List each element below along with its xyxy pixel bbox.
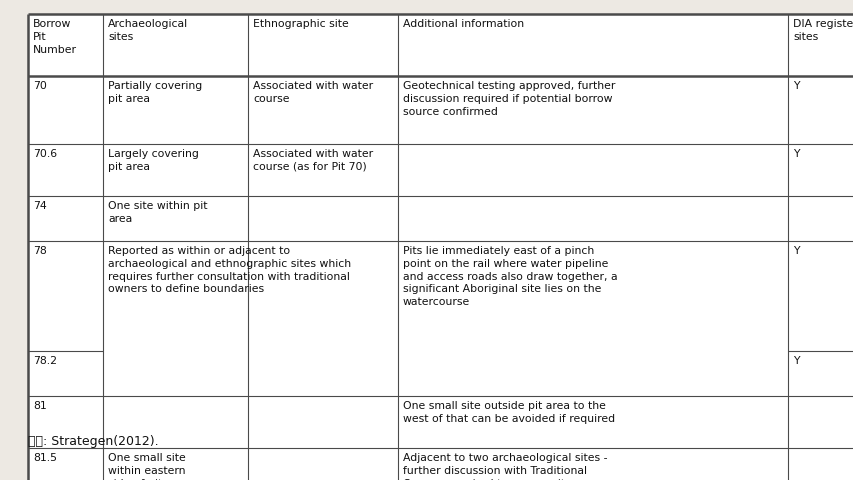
Text: 81: 81 [33, 401, 47, 411]
Text: Pits lie immediately east of a pinch
point on the rail where water pipeline
and : Pits lie immediately east of a pinch poi… [403, 246, 617, 307]
Text: Associated with water
course: Associated with water course [252, 81, 373, 104]
Text: Y: Y [792, 246, 798, 256]
Text: 78.2: 78.2 [33, 356, 57, 366]
Text: Y: Y [792, 81, 798, 91]
Text: Geotechnical testing approved, further
discussion required if potential borrow
s: Geotechnical testing approved, further d… [403, 81, 615, 117]
Text: Reported as within or adjacent to
archaeological and ethnographic sites which
re: Reported as within or adjacent to archae… [107, 246, 351, 294]
Text: Y: Y [792, 149, 798, 159]
Text: 70: 70 [33, 81, 47, 91]
Text: 자료: Strategen(2012).: 자료: Strategen(2012). [28, 435, 159, 448]
Text: Adjacent to two archaeological sites -
further discussion with Traditional
Owner: Adjacent to two archaeological sites - f… [403, 453, 606, 480]
Text: 78: 78 [33, 246, 47, 256]
Text: Largely covering
pit area: Largely covering pit area [107, 149, 199, 172]
Text: Borrow
Pit
Number: Borrow Pit Number [33, 19, 77, 55]
Text: One site within pit
area: One site within pit area [107, 201, 207, 224]
Text: Y: Y [792, 356, 798, 366]
Text: 74: 74 [33, 201, 47, 211]
Text: Archaeological
sites: Archaeological sites [107, 19, 188, 42]
Text: Additional information: Additional information [403, 19, 524, 29]
Text: 81.5: 81.5 [33, 453, 57, 463]
Text: One small site
within eastern
side of pit area: One small site within eastern side of pi… [107, 453, 189, 480]
Text: One small site outside pit area to the
west of that can be avoided if required: One small site outside pit area to the w… [403, 401, 614, 424]
Text: Associated with water
course (as for Pit 70): Associated with water course (as for Pit… [252, 149, 373, 172]
Text: 70.6: 70.6 [33, 149, 57, 159]
Text: Ethnographic site: Ethnographic site [252, 19, 348, 29]
Text: DIA registered
sites: DIA registered sites [792, 19, 853, 42]
Text: Partially covering
pit area: Partially covering pit area [107, 81, 202, 104]
